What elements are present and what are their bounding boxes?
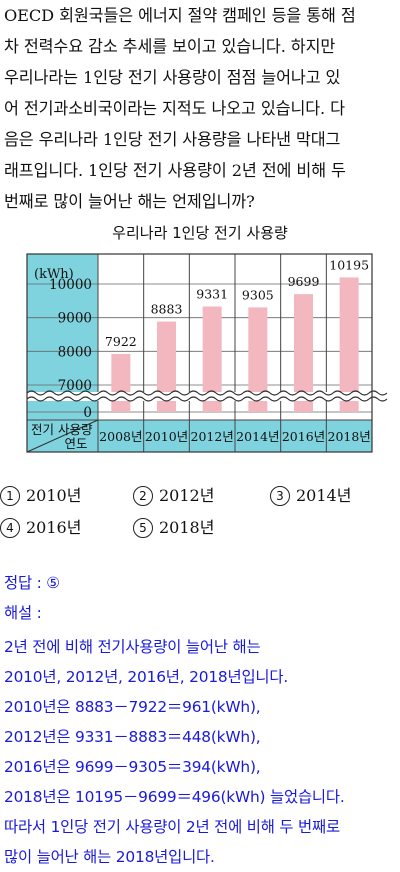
choices-row: 1 2010년 2 2012년 3 2014년	[0, 478, 400, 510]
problem-line: 번째로 많이 늘어난 해는 언제입니까?	[4, 192, 255, 211]
bar	[339, 277, 359, 412]
explanation-line: 2018년은 10195－9699＝496(kWh) 늘었습니다.	[4, 788, 345, 806]
choice-number: 5	[133, 518, 153, 538]
y-tick-label: 9000	[58, 311, 92, 327]
explanation-line: 2010년은 8883－7922＝961(kWh),	[4, 698, 261, 716]
problem-line: 우리나라는 1인당 전기 사용량이 점점 늘어나고 있	[4, 68, 341, 87]
choice-label: 2012년	[159, 486, 215, 505]
y-tick-label: 10000	[49, 277, 92, 293]
y-axis-panel	[27, 254, 98, 452]
choice-number: 4	[0, 518, 20, 538]
x-tick-label: 2010년	[145, 429, 188, 444]
axis-break-gap	[27, 392, 372, 401]
corner-label: 전기 사용량	[31, 422, 93, 437]
data-label: 9305	[242, 287, 274, 302]
axis-break-line	[26, 390, 388, 396]
explanation-line: 따라서 1인당 전기 사용량이 2년 전에 비해 두 번째로	[4, 818, 340, 836]
x-axis-label: 연도	[64, 436, 87, 451]
bar-chart: 우리나라 1인당 전기 사용량 7922 8883 9331 9305 9699 1019…	[0, 222, 400, 472]
choice-label: 2014년	[296, 486, 352, 505]
x-tick-label: 2016년	[282, 429, 325, 444]
answer-line: 정답 : ⑤	[4, 574, 60, 592]
choices-row: 4 2016년 5 2018년	[0, 510, 400, 542]
bar	[202, 306, 222, 412]
answer-choices: 1 2010년 2 2012년 3 2014년 4 2016년 5 2018년	[0, 478, 400, 542]
explanation-line: 많이 늘어난 해는 2018년입니다.	[4, 848, 215, 866]
chart-title: 우리나라 1인당 전기 사용량	[112, 224, 288, 242]
data-label: 9699	[288, 274, 320, 289]
x-tick-label: 2014년	[236, 429, 279, 444]
x-tick-label: 2018년	[328, 429, 371, 444]
choice-label: 2016년	[26, 518, 82, 537]
bar	[294, 294, 313, 412]
choice-3[interactable]: 3 2014년	[270, 482, 351, 506]
choice-1[interactable]: 1 2010년	[0, 482, 81, 506]
problem-line: 음은 우리나라 1인당 전기 사용량을 나타낸 막대그	[4, 130, 341, 149]
choice-number: 1	[0, 486, 20, 506]
choice-4[interactable]: 4 2016년	[0, 514, 81, 538]
explanation-line: 2012년은 9331－8883＝448(kWh),	[4, 728, 261, 746]
chart-svg: 7922 8883 9331 9305 9699 10195 10000 9000 8000 70…	[26, 253, 388, 453]
choice-label: 2010년	[26, 486, 82, 505]
x-tick-label: 2012년	[191, 429, 234, 444]
problem-text: OECD 회원국들은 에너지 절약 캠페인 등을 통해 점 차 전력수요 감소 …	[4, 0, 398, 217]
y-tick-label: 8000	[58, 344, 92, 360]
data-label: 7922	[105, 334, 137, 349]
choice-2[interactable]: 2 2012년	[133, 482, 214, 506]
problem-line: OECD 회원국들은 에너지 절약 캠페인 등을 통해 점	[4, 6, 356, 25]
bar	[248, 307, 268, 412]
data-label: 10195	[329, 257, 369, 272]
y-tick-label: 0	[83, 405, 92, 421]
problem-line: 차 전력수요 감소 추세를 보이고 있습니다. 하지만	[4, 37, 336, 56]
axis-break-line	[26, 396, 388, 402]
explanation-line: 2년 전에 비해 전기사용량이 늘어난 해는	[4, 638, 261, 656]
problem-line: 래프입니다. 1인당 전기 사용량이 2년 전에 비해 두	[4, 161, 346, 180]
choice-number: 3	[270, 486, 290, 506]
data-label: 9331	[196, 287, 228, 302]
bar	[157, 321, 176, 412]
y-tick-label: 7000	[58, 378, 92, 394]
choice-number: 2	[133, 486, 153, 506]
bar	[111, 353, 131, 412]
x-tick-label: 2008년	[99, 429, 142, 444]
choice-5[interactable]: 5 2018년	[133, 514, 214, 538]
explanation-heading: 해설 :	[4, 604, 42, 622]
corner-diagonal	[26, 419, 99, 453]
y-axis-unit: (kWh)	[34, 267, 74, 282]
problem-line: 어 전기과소비국이라는 지적도 나오고 있습니다. 다	[4, 99, 345, 118]
explanation-line: 2010년, 2012년, 2016년, 2018년입니다.	[4, 668, 289, 686]
solution: 정답 : ⑤ 해설 : 2년 전에 비해 전기사용량이 늘어난 해는 2010년…	[4, 568, 400, 872]
explanation-line: 2016년은 9699－9305＝394(kWh),	[4, 758, 261, 776]
chart-frame	[26, 253, 373, 453]
data-label: 8883	[151, 302, 183, 317]
choice-label: 2018년	[159, 518, 215, 537]
